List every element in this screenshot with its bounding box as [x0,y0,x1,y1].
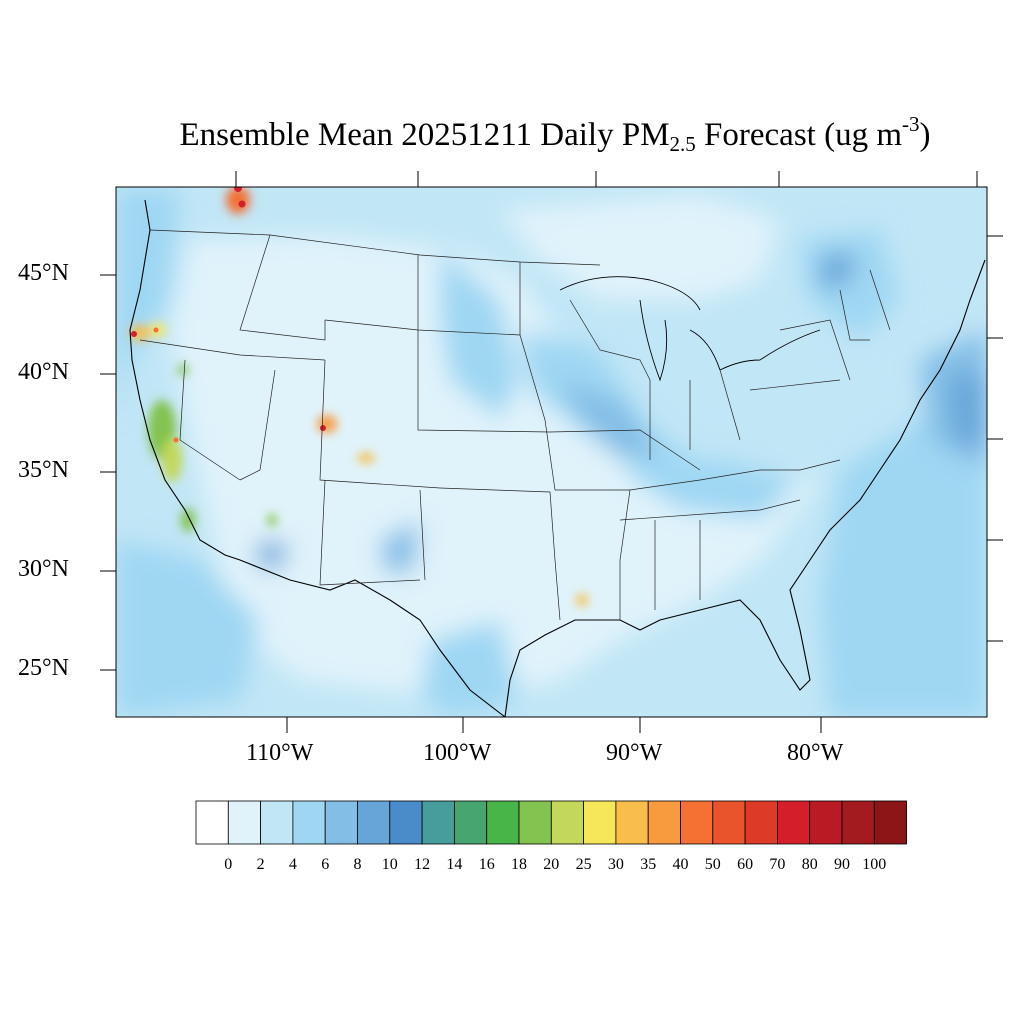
colorbar-swatch [841,800,875,845]
colorbar-tick-label: 2 [256,856,265,873]
colorbar-tick-label: 40 [672,856,689,873]
top-ticks [235,171,978,187]
colorbar-swatch [518,800,552,845]
left-ticks [100,274,116,671]
coastline [129,199,986,717]
colorbar-swatch [873,800,907,845]
lat-label: 35°N [18,457,69,483]
colorbar-tick-label: 50 [704,856,721,873]
colorbar-swatch [357,800,391,845]
lat-label: 25°N [18,655,69,681]
lat-label: 30°N [18,556,69,582]
colorbar-swatch [809,800,843,845]
colorbar-tick-label: 10 [381,856,398,873]
colorbar-swatch [680,800,714,845]
colorbar-swatch [324,800,358,845]
colorbar-tick-label: 60 [737,856,754,873]
bottom-ticks [286,717,822,733]
lon-label: 80°W [787,740,844,766]
colorbar-tick-label: 8 [353,856,362,873]
colorbar-swatch [260,800,294,845]
colorbar-swatch [227,800,262,845]
colorbar-swatch [615,800,649,845]
colorbar-swatch [550,800,584,845]
lon-label: 100°W [423,740,492,766]
map-title: Ensemble Mean 20251211 Daily PM2.5 Forec… [179,112,931,156]
colorbar-swatch [744,800,778,845]
colorbar-tick-label: 30 [607,856,624,873]
map-frame [115,186,988,718]
lon-label: 90°W [606,740,663,766]
colorbar-tick-label: 20 [543,856,560,873]
colorbar-tick-label: 70 [769,856,786,873]
colorbar-tick-label: 12 [414,856,431,873]
colorbar-swatch [712,800,746,845]
colorbar [195,800,907,845]
colorbar-swatch [292,800,326,845]
colorbar-swatch [389,800,423,845]
colorbar-swatch [453,800,488,845]
state-boundaries [139,229,891,621]
great-lakes [559,276,821,382]
colorbar-tick-label: 4 [288,856,297,873]
colorbar-tick-label: 14 [446,856,463,873]
colorbar-tick-label: 0 [224,856,233,873]
colorbar-tick-label: 16 [478,856,495,873]
colorbar-tick-label: 35 [640,856,657,873]
colorbar-swatch [421,800,455,845]
colorbar-tick-label: 6 [321,856,330,873]
colorbar-swatch [777,800,811,845]
colorbar-tick-label: 80 [801,856,818,873]
lon-label: 110°W [246,740,314,766]
right-ticks [987,235,1003,642]
colorbar-swatch [195,800,229,845]
colorbar-swatch [647,800,681,845]
colorbar-tick-label: 90 [834,856,850,873]
lat-label: 40°N [18,359,69,385]
concentration-field [116,187,987,717]
lat-label: 45°N [18,260,69,286]
colorbar-tick-label: 100 [862,856,887,873]
colorbar-tick-label: 18 [511,856,527,873]
colorbar-swatch [583,800,617,845]
colorbar-swatch [486,800,520,845]
colorbar-tick-label: 25 [575,856,592,873]
